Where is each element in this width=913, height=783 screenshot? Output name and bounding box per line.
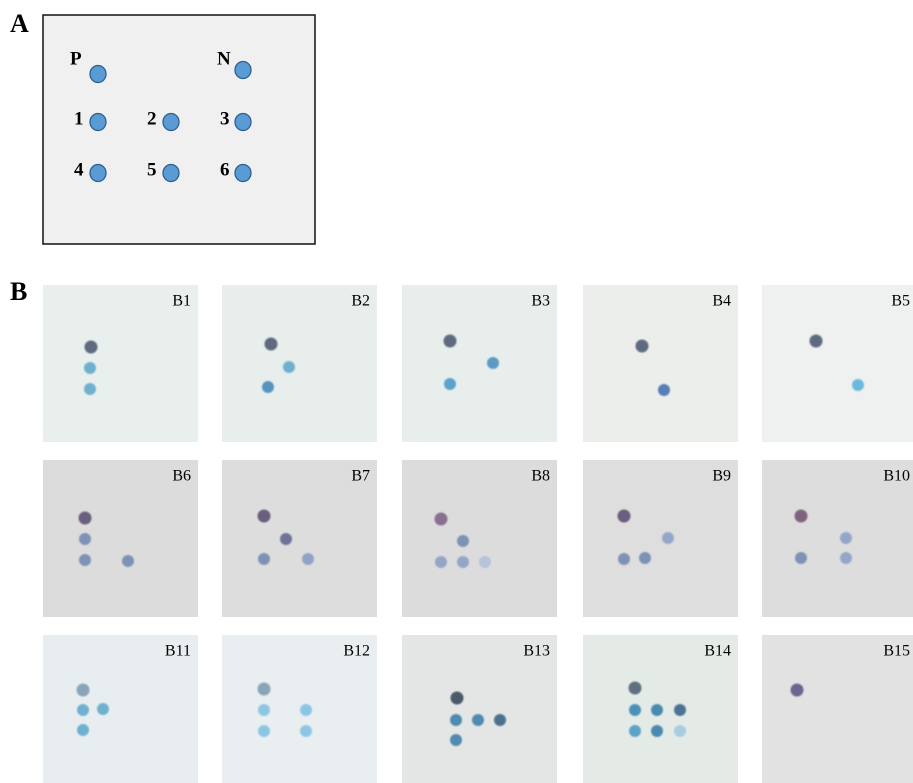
- negative-label: N: [217, 48, 231, 69]
- positive-label: P: [70, 48, 82, 69]
- blot-spot: [840, 532, 852, 544]
- blot-spot: [629, 682, 642, 695]
- blot-spot: [840, 552, 852, 564]
- blot-spot: [618, 553, 630, 565]
- sample-label: 3: [220, 108, 230, 129]
- blot-spot: [300, 725, 312, 737]
- blot-spot: [852, 379, 864, 391]
- blot-label: B12: [343, 643, 370, 660]
- blot-spot: [795, 552, 807, 564]
- blot-spot: [435, 513, 448, 526]
- blot-spot: [639, 552, 651, 564]
- blot-spot: [97, 703, 109, 715]
- blot-spot: [77, 724, 89, 736]
- blot-label: B8: [531, 468, 550, 485]
- blot-label: B6: [172, 468, 191, 485]
- blot-spot: [444, 335, 457, 348]
- blot-label: B7: [351, 468, 370, 485]
- blot-spot: [84, 383, 96, 395]
- blot-spot: [79, 554, 91, 566]
- blot-label: B14: [704, 643, 731, 660]
- blot-spot: [300, 704, 312, 716]
- blot-spot: [122, 555, 134, 567]
- blot-spot: [450, 734, 462, 746]
- sample-label: 5: [147, 159, 157, 180]
- blot-spot: [265, 338, 278, 351]
- blot-label: B1: [172, 293, 191, 310]
- membrane-scheme: [43, 15, 315, 244]
- blot-spot: [450, 714, 462, 726]
- blot-label: B13: [523, 643, 550, 660]
- blot-spot: [651, 725, 663, 737]
- blot-label: B2: [351, 293, 370, 310]
- blot-spot: [84, 362, 96, 374]
- blot-spot: [651, 704, 663, 716]
- blot-spot: [629, 704, 641, 716]
- blot-spot: [77, 684, 90, 697]
- blot-spot: [435, 556, 447, 568]
- blot-label: B9: [712, 468, 731, 485]
- blot-spot: [472, 714, 484, 726]
- blot-spot: [658, 384, 670, 396]
- blot-spot: [494, 714, 506, 726]
- blot-label: B5: [891, 293, 910, 310]
- blot-spot: [487, 357, 499, 369]
- blot-spot: [618, 510, 631, 523]
- blot-spot: [77, 704, 89, 716]
- blot-spot: [280, 533, 292, 545]
- blot-spot: [283, 361, 295, 373]
- blot-spot: [674, 725, 686, 737]
- blot-spot: [810, 335, 823, 348]
- blot-spot: [258, 510, 271, 523]
- blot-spot: [444, 378, 456, 390]
- sample-label: 4: [74, 159, 84, 180]
- panel-label: A: [10, 9, 29, 38]
- blot-spot: [451, 692, 464, 705]
- sample-label: 1: [74, 108, 84, 129]
- blot-spot: [258, 683, 271, 696]
- blot-label: B4: [712, 293, 731, 310]
- blot-spot: [791, 684, 804, 697]
- blot-label: B3: [531, 293, 550, 310]
- blot-spot: [457, 556, 469, 568]
- sample-label: 6: [220, 159, 230, 180]
- blot-spot: [262, 381, 274, 393]
- blot-spot: [674, 704, 686, 716]
- blot-spot: [662, 532, 674, 544]
- blot-spot: [479, 556, 491, 568]
- blot-spot: [795, 510, 808, 523]
- blot-spot: [258, 725, 270, 737]
- blot-spot: [636, 340, 649, 353]
- blot-label: B15: [883, 643, 910, 660]
- blot-spot: [629, 725, 641, 737]
- blot-spot: [258, 704, 270, 716]
- blot-spot: [258, 553, 270, 565]
- blot-spot: [85, 341, 98, 354]
- blot-label: B11: [165, 643, 191, 660]
- blot-spot: [302, 553, 314, 565]
- blot-spot: [79, 533, 91, 545]
- panel-label: B: [10, 277, 27, 306]
- figure: A P N 1 2 3 4 5 6 B B1 B2 B3 B4 B5 B6 B7 B8 B9 B1…: [0, 0, 913, 783]
- blot-label: B10: [883, 468, 910, 485]
- blot-spot: [457, 535, 469, 547]
- sample-label: 2: [147, 108, 157, 129]
- blot-spot: [79, 512, 92, 525]
